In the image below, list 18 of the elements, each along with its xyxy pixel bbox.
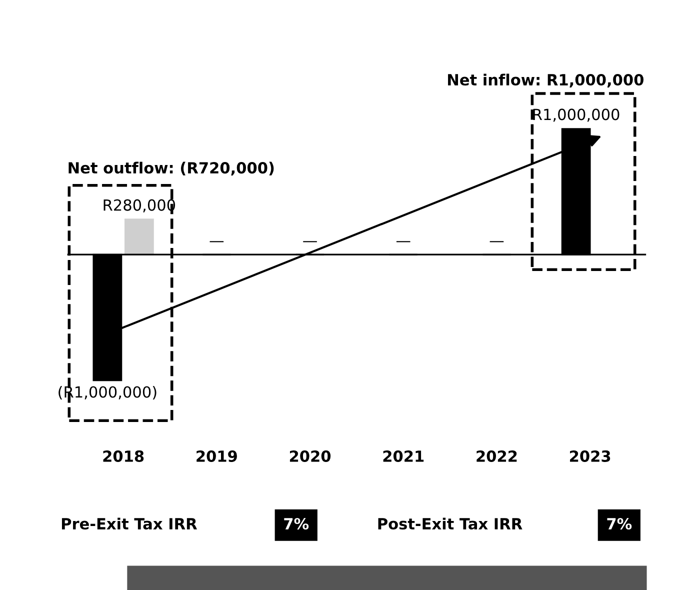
x-tick-label: 2022 (476, 450, 517, 462)
x-tick-label: 2019 (196, 450, 237, 462)
data-label: — (210, 241, 224, 242)
text: Pre-Exit Tax IRR (62, 518, 197, 530)
data-label: — (490, 241, 504, 242)
data-label: (R1,000,000) (58, 386, 156, 400)
data-label: R280,000 (104, 199, 176, 212)
text: Net inflow: R1,000,000 (448, 74, 644, 88)
x-tick-label: 2018 (103, 450, 144, 462)
x-tick-label: 2021 (383, 450, 424, 462)
data-label: — (303, 241, 317, 242)
text: 7% (607, 518, 632, 530)
x-tick-label: 2023 (570, 450, 610, 462)
x-tick-label: 2020 (290, 450, 331, 462)
annotation: Net outflow: (R720,000) (68, 162, 274, 176)
text: Post-Exit Tax IRR (378, 518, 522, 530)
data-label: — (396, 241, 410, 242)
text: 7% (284, 518, 309, 530)
